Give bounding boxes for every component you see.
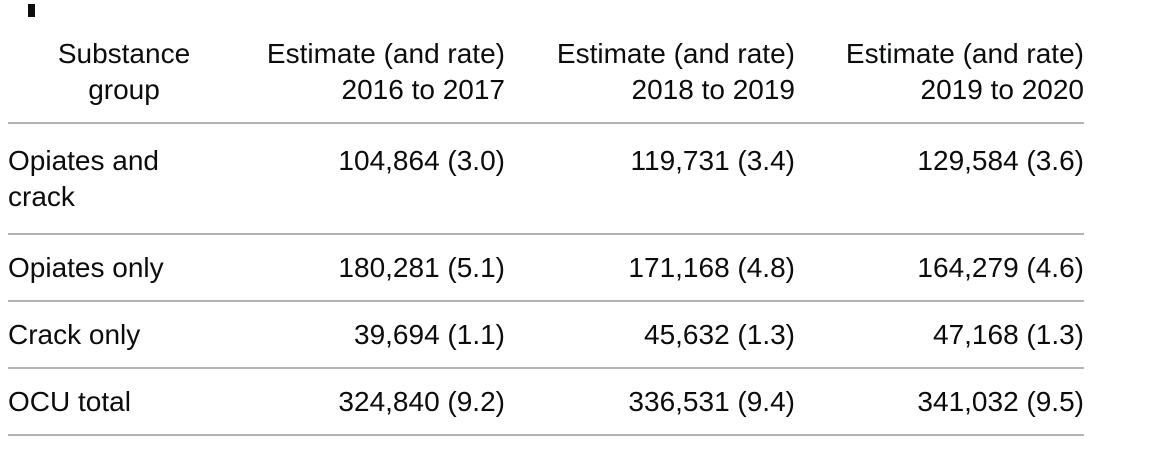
cell-value: 171,168 (4.8) bbox=[505, 234, 795, 302]
cell-value: 164,279 (4.6) bbox=[795, 234, 1084, 302]
row-header-line: Opiates and bbox=[8, 145, 159, 176]
row-header-line: Opiates only bbox=[8, 252, 164, 283]
table-row-opiates-only: Opiates only 180,281 (5.1) 171,168 (4.8)… bbox=[8, 234, 1084, 302]
cell-value: 336,531 (9.4) bbox=[505, 368, 795, 436]
header-line: 2018 to 2019 bbox=[631, 74, 796, 105]
column-header-2016-to-2017: Estimate (and rate) 2016 to 2017 bbox=[240, 21, 506, 124]
column-header-2018-to-2019: Estimate (and rate) 2018 to 2019 bbox=[505, 21, 796, 124]
cell-value: 341,032 (9.5) bbox=[795, 368, 1084, 436]
header-line: Substance bbox=[57, 38, 191, 69]
opiate-crack-estimates-table: Substance group Estimate (and rate) 2016… bbox=[8, 21, 1084, 436]
cell-value: 180,281 (5.1) bbox=[240, 234, 505, 302]
row-header: OCU total bbox=[8, 368, 240, 436]
table-row-ocu-total: OCU total 324,840 (9.2) 336,531 (9.4) 34… bbox=[8, 368, 1084, 436]
column-header-substance-group: Substance group bbox=[8, 21, 240, 124]
table-row-crack-only: Crack only 39,694 (1.1) 45,632 (1.3) 47,… bbox=[8, 301, 1084, 369]
table-header: Substance group Estimate (and rate) 2016… bbox=[8, 21, 1085, 124]
row-header-line: crack bbox=[8, 181, 75, 212]
header-line: Estimate (and rate) bbox=[266, 38, 505, 69]
row-header: Opiates only bbox=[8, 234, 240, 302]
header-line: 2016 to 2017 bbox=[341, 74, 506, 105]
row-header-line: Crack only bbox=[8, 319, 141, 350]
column-header-2019-to-2020: Estimate (and rate) 2019 to 2020 bbox=[795, 21, 1085, 124]
cell-value: 47,168 (1.3) bbox=[795, 301, 1084, 369]
table-row-opiates-and-crack: Opiates and crack 104,864 (3.0) 119,731 … bbox=[8, 123, 1084, 235]
text-cursor-artifact bbox=[28, 4, 35, 17]
cell-value: 45,632 (1.3) bbox=[505, 301, 795, 369]
header-line: Estimate (and rate) bbox=[556, 38, 795, 69]
cell-value: 324,840 (9.2) bbox=[240, 368, 505, 436]
row-header-line: OCU total bbox=[8, 386, 131, 417]
table-body: Opiates and crack 104,864 (3.0) 119,731 … bbox=[8, 123, 1084, 436]
header-line: Estimate (and rate) bbox=[845, 38, 1084, 69]
row-header: Crack only bbox=[8, 301, 240, 369]
cell-value: 129,584 (3.6) bbox=[795, 123, 1084, 235]
row-header: Opiates and crack bbox=[8, 123, 240, 235]
header-row: Substance group Estimate (and rate) 2016… bbox=[8, 21, 1085, 124]
cell-value: 104,864 (3.0) bbox=[240, 123, 505, 235]
cell-value: 39,694 (1.1) bbox=[240, 301, 505, 369]
cell-value: 119,731 (3.4) bbox=[505, 123, 795, 235]
header-line: 2019 to 2020 bbox=[920, 74, 1085, 105]
header-line: group bbox=[88, 74, 160, 105]
